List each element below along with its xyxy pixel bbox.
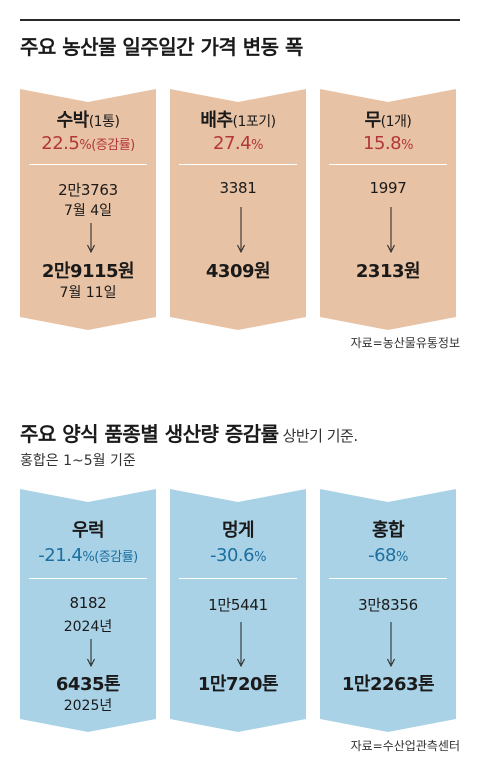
item-unit: (1포기)	[232, 114, 276, 130]
section2-source: 자료=수산업관측센터	[350, 739, 460, 753]
pct-value: 27.4	[213, 133, 252, 154]
down-arrow-icon	[387, 207, 395, 253]
pct-value: -68	[368, 545, 397, 566]
item-unit: (1개)	[380, 114, 412, 130]
pct-value: -30.6	[210, 545, 255, 566]
to-value: 2313원	[355, 261, 421, 282]
to-date: 2025년	[63, 698, 113, 714]
section2-title-main: 주요 양식 품종별 생산량 증감률	[20, 422, 279, 446]
pct-sign: %	[401, 138, 413, 153]
down-arrow-icon	[87, 639, 95, 667]
card-name: 배추(1포기)	[170, 106, 306, 132]
item-name: 배추	[200, 110, 233, 131]
from-value: 8182	[69, 594, 107, 612]
pct-sign: %	[79, 138, 92, 153]
card-divider	[329, 164, 447, 165]
item-name: 무	[364, 110, 381, 131]
pct-label: (증감률)	[91, 138, 135, 153]
item-unit: (1통)	[88, 114, 120, 130]
card-watermelon: 수박(1통) 22.5%(증감률) 2만3763 7월 4일 2만9115원 7…	[20, 89, 156, 330]
card-name: 무(1개)	[320, 106, 456, 132]
down-arrow-icon	[87, 223, 95, 253]
card-name: 홍합	[371, 520, 405, 541]
to-value: 4309원	[205, 261, 271, 282]
to-value: 2만9115원	[41, 261, 135, 282]
section1-source: 자료=농산물유통정보	[350, 336, 460, 350]
section1-title: 주요 농산물 일주일간 가격 변동 폭	[20, 35, 303, 59]
section2-note: 홍합은 1~5월 기준	[20, 453, 136, 469]
change-percent: 15.8%	[320, 133, 456, 154]
change-percent: 27.4%	[170, 133, 306, 154]
card-cabbage: 배추(1포기) 27.4% 3381 4309원	[170, 89, 306, 330]
from-value: 3381	[219, 179, 257, 197]
from-value: 1997	[369, 179, 407, 197]
change-percent: -30.6%	[170, 545, 306, 566]
from-value: 3만8356	[358, 596, 418, 614]
change-percent: -21.4%(증감률)	[20, 545, 156, 566]
pct-sign: %	[82, 550, 95, 565]
top-rule	[20, 19, 460, 21]
card-radish: 무(1개) 15.8% 1997 2313원	[320, 89, 456, 330]
card-divider	[329, 578, 447, 579]
item-name: 수박	[56, 110, 89, 131]
from-value: 2만3763	[58, 181, 118, 199]
pct-value: -21.4	[38, 545, 83, 566]
pct-value: 22.5	[41, 133, 80, 154]
pct-sign: %	[396, 550, 408, 565]
card-rockfish: 우럭 -21.4%(증감률) 8182 2024년 6435톤 2025년	[20, 489, 156, 732]
to-date: 7월 11일	[59, 285, 117, 301]
card-divider	[29, 578, 147, 579]
down-arrow-icon	[387, 622, 395, 667]
to-value: 1만2263톤	[341, 674, 435, 695]
from-date: 7월 4일	[63, 203, 113, 219]
to-value: 1만720톤	[197, 674, 279, 695]
change-percent: -68%	[320, 545, 456, 566]
card-divider	[179, 578, 297, 579]
section2-title-sub: 상반기 기준.	[282, 427, 359, 445]
down-arrow-icon	[237, 207, 245, 253]
pct-sign: %	[254, 550, 266, 565]
down-arrow-icon	[237, 622, 245, 667]
card-divider	[179, 164, 297, 165]
from-date: 2024년	[63, 619, 113, 635]
card-name: 우럭	[71, 520, 105, 541]
card-name: 멍게	[221, 520, 255, 541]
pct-value: 15.8	[363, 133, 402, 154]
card-mussel: 홍합 -68% 3만8356 1만2263톤	[320, 489, 456, 732]
card-divider	[29, 164, 147, 165]
section2-title: 주요 양식 품종별 생산량 증감률 상반기 기준.	[20, 418, 358, 447]
pct-sign: %	[251, 138, 263, 153]
card-sea-squirt: 멍게 -30.6% 1만5441 1만720톤	[170, 489, 306, 732]
to-value: 6435톤	[55, 674, 121, 695]
from-value: 1만5441	[208, 596, 268, 614]
pct-label: (증감률)	[94, 550, 138, 565]
change-percent: 22.5%(증감률)	[20, 133, 156, 154]
card-name: 수박(1통)	[20, 106, 156, 132]
